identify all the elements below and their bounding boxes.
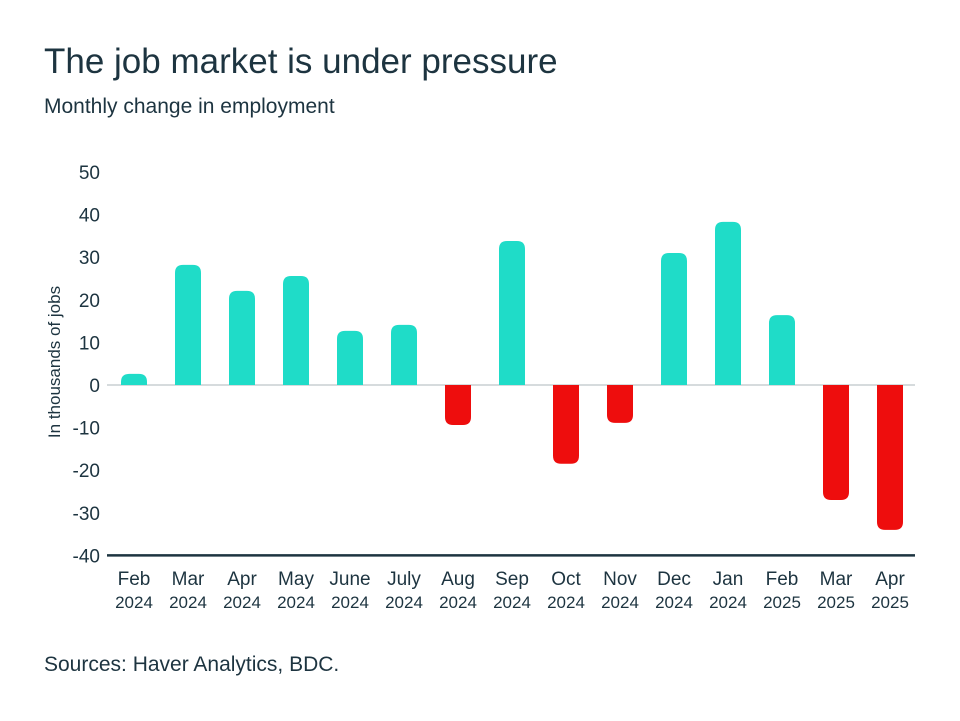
y-axis-label: In thousands of jobs — [45, 286, 64, 438]
y-tick-label: -30 — [73, 504, 100, 525]
x-tick-year: 2024 — [169, 593, 207, 612]
x-tick-month: Sep — [495, 569, 529, 590]
x-tick-month: Feb — [766, 569, 799, 590]
x-tick-year: 2025 — [871, 593, 909, 612]
bar-oct-2024 — [553, 385, 579, 464]
y-tick-label: 50 — [79, 163, 100, 184]
bar-jan-2024 — [715, 221, 741, 385]
bar-apr-2024 — [229, 290, 255, 385]
chart-subtitle: Monthly change in employment — [44, 95, 335, 118]
x-tick-year: 2024 — [655, 593, 693, 612]
bar-nov-2024 — [607, 385, 633, 423]
y-tick-label: 0 — [89, 376, 100, 397]
y-tick-label: -10 — [73, 419, 100, 440]
bar-may-2024 — [283, 275, 309, 385]
bar-feb-2024 — [121, 373, 147, 385]
y-tick-label: 40 — [79, 206, 100, 227]
x-tick-year: 2024 — [493, 593, 531, 612]
y-tick-label: 10 — [79, 333, 100, 354]
x-tick-year: 2025 — [817, 593, 855, 612]
y-tick-label: 20 — [79, 291, 100, 312]
y-tick-label: -20 — [73, 461, 100, 482]
x-tick-year: 2024 — [601, 593, 639, 612]
bar-sep-2024 — [499, 241, 525, 385]
x-tick-month: Jan — [713, 569, 744, 590]
x-tick-year: 2024 — [709, 593, 747, 612]
bar-july-2024 — [391, 324, 417, 385]
x-tick-month: Mar — [172, 569, 205, 590]
x-tick-year: 2024 — [277, 593, 315, 612]
x-tick-year: 2024 — [385, 593, 423, 612]
x-tick-year: 2024 — [439, 593, 477, 612]
y-tick-label: -40 — [73, 546, 100, 567]
x-tick-year: 2024 — [223, 593, 261, 612]
bar-dec-2024 — [661, 252, 687, 385]
x-tick-year: 2024 — [547, 593, 585, 612]
bar-mar-2024 — [175, 264, 201, 385]
x-tick-month: Apr — [227, 569, 257, 590]
bar-june-2024 — [337, 330, 363, 385]
x-tick-year: 2024 — [331, 593, 369, 612]
bar-mar-2025 — [823, 385, 849, 501]
x-tick-month: May — [278, 569, 314, 590]
y-tick-label: 30 — [79, 248, 100, 269]
x-tick-month: Apr — [875, 569, 905, 590]
bar-aug-2024 — [445, 385, 471, 426]
x-tick-month: Oct — [551, 569, 581, 590]
bar-feb-2025 — [769, 315, 795, 385]
bar-apr-2025 — [877, 385, 903, 530]
x-tick-month: July — [387, 569, 421, 590]
x-tick-year: 2025 — [763, 593, 801, 612]
chart-source: Sources: Haver Analytics, BDC. — [44, 653, 340, 676]
x-tick-month: Feb — [118, 569, 151, 590]
x-tick-month: Nov — [603, 569, 637, 590]
x-tick-month: June — [329, 569, 370, 590]
x-tick-year: 2024 — [115, 593, 153, 612]
x-tick-month: Aug — [441, 569, 475, 590]
x-tick-month: Mar — [820, 569, 853, 590]
x-tick-month: Dec — [657, 569, 691, 590]
chart-title: The job market is under pressure — [44, 42, 558, 81]
